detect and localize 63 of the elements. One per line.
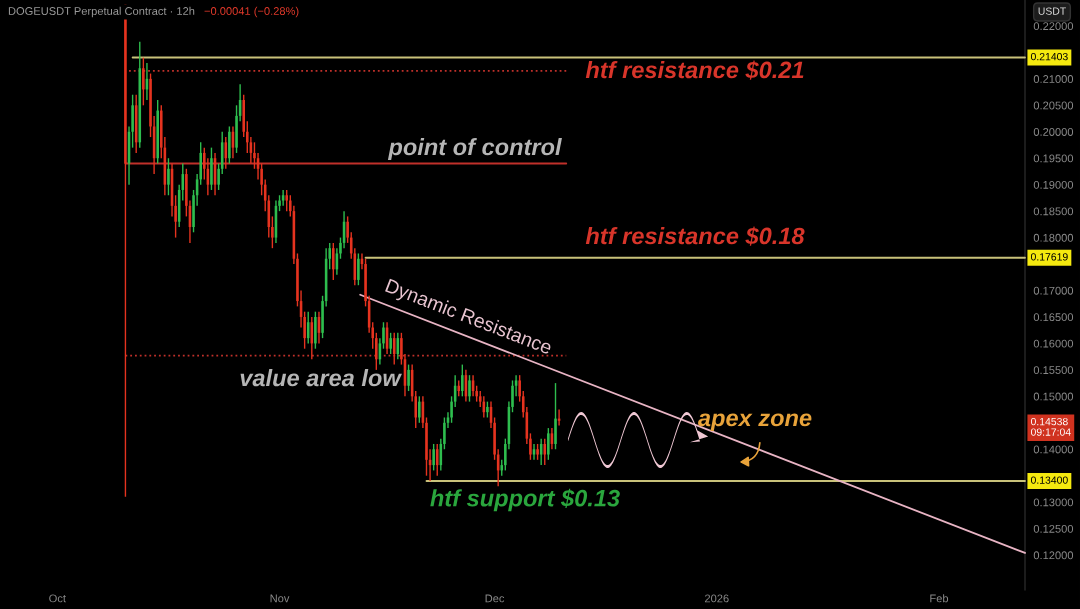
y-tick-label: 0.18500 — [1033, 207, 1074, 216]
candlestick — [468, 374, 471, 403]
y-tick-label: 0.15500 — [1033, 366, 1074, 375]
x-tick-label: Nov — [270, 594, 290, 603]
annotation: htf resistance $0.18 — [585, 226, 805, 246]
candlestick — [375, 332, 378, 371]
x-tick-label: Oct — [49, 594, 66, 603]
annotation: htf resistance $0.21 — [585, 60, 804, 80]
y-tick-label: 0.20000 — [1033, 128, 1074, 136]
candlestick — [224, 136, 228, 170]
annotation: point of control — [387, 138, 562, 160]
candlestick — [486, 400, 489, 419]
candlestick — [432, 443, 435, 472]
text: 0.14538 09:17:04 — [1030, 417, 1071, 436]
data-label: 0.17619 — [1030, 253, 1068, 261]
candlestick — [357, 252, 360, 286]
candlestick — [518, 374, 521, 403]
y-tick-label: 0.18000 — [1033, 233, 1074, 242]
annotation: apex zone — [698, 413, 812, 431]
candlestick — [228, 125, 231, 165]
y-tick-label: 0.19000 — [1033, 180, 1074, 189]
y-tick-label: 0.16500 — [1033, 313, 1074, 322]
y-tick-label: 0.16000 — [1033, 339, 1074, 348]
text: USDT — [1038, 7, 1066, 15]
text: DOGEUSDT Perpetual Contract · 12h — [8, 6, 195, 18]
candlestick — [210, 146, 213, 191]
candlestick — [461, 363, 464, 398]
candlestick — [435, 443, 439, 477]
y-tick-label: 0.17000 — [1033, 286, 1074, 295]
y-tick-label: 0.13000 — [1033, 498, 1074, 507]
y-tick-label: 0.21000 — [1033, 75, 1074, 83]
candlestick — [543, 437, 547, 466]
x-tick-label: Feb — [930, 594, 949, 603]
data-label: 0.13400 — [1030, 476, 1068, 484]
y-tick-label: 0.12500 — [1033, 524, 1074, 533]
candlestick — [392, 332, 396, 366]
y-tick-label: 0.14000 — [1033, 445, 1074, 454]
candlestick — [389, 332, 392, 355]
y-tick-label: 0.15000 — [1033, 392, 1074, 401]
candlestick — [217, 162, 220, 191]
candlestick — [271, 215, 274, 249]
candlestick — [418, 395, 421, 424]
annotation: value area low — [240, 368, 402, 387]
y-tick-label: 0.20500 — [1033, 101, 1074, 110]
candlestick — [407, 363, 410, 392]
candlestick — [554, 382, 557, 450]
candlestick — [536, 443, 539, 461]
text: −0.00041 (−0.28%) — [204, 6, 299, 18]
candlestick — [142, 56, 145, 106]
y-tick-label: 0.22000 — [1033, 22, 1074, 31]
candlestick — [306, 310, 310, 345]
data-label: 0.21403 — [1030, 52, 1068, 61]
candlestick — [332, 242, 335, 281]
x-tick-label: Dec — [485, 594, 505, 603]
candlestick — [285, 189, 288, 212]
candlestick — [547, 427, 550, 461]
x-tick-label: 2026 — [704, 594, 729, 603]
candlestick — [314, 310, 317, 350]
y-tick-label: 0.12000 — [1033, 551, 1074, 560]
y-tick-label: 0.19500 — [1033, 154, 1074, 163]
candlestick — [346, 215, 349, 244]
candlestick — [167, 157, 170, 196]
annotation: htf support $0.13 — [430, 488, 620, 512]
